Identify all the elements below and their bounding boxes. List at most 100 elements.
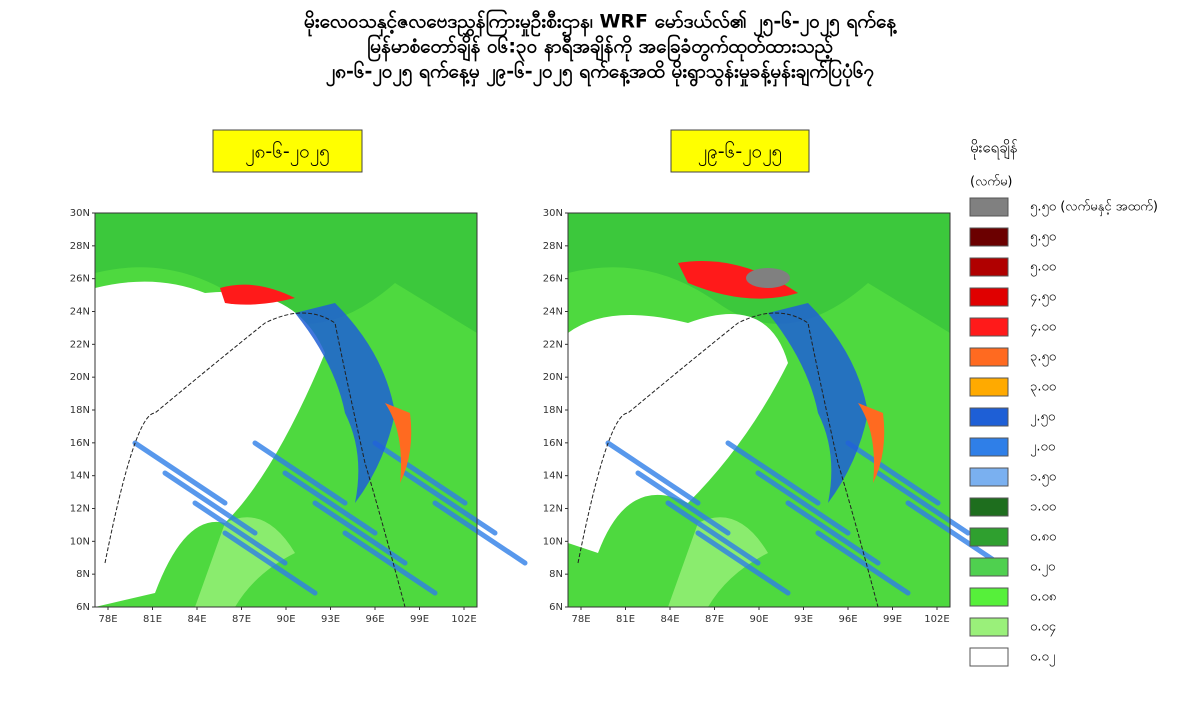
legend-label: ၀.၀၂: [1030, 650, 1055, 667]
map-date: ၂၈-၆-၂၀၂၅: [245, 140, 330, 167]
lon-label: 78E: [98, 614, 117, 625]
lat-label: 28N: [70, 241, 90, 252]
lon-label: 87E: [705, 614, 724, 625]
legend-swatch: [969, 377, 1009, 397]
lat-label: 18N: [543, 405, 563, 416]
rain-band: [282, 470, 378, 536]
map-date: ၂၉-၆-၂၀၂၅: [698, 140, 782, 167]
coastline: [577, 312, 879, 608]
legend-swatch: [969, 527, 1009, 547]
heavy-rain: [385, 403, 412, 483]
dry-area: [195, 517, 295, 607]
heavy-rain: [678, 261, 798, 299]
legend-swatch: [969, 647, 1009, 667]
rain-band: [875, 470, 971, 536]
rain-band: [402, 470, 498, 536]
date-box: [670, 129, 810, 173]
rain-band: [755, 470, 851, 536]
rain-band: [342, 530, 438, 596]
lon-label: 99E: [883, 614, 902, 625]
lon-label: 84E: [660, 614, 679, 625]
rain-band: [372, 440, 468, 506]
lat-label: 24N: [70, 307, 90, 318]
legend-label: ၅.၅၀: [1030, 230, 1056, 247]
dry-area: [568, 314, 788, 553]
lat-label: 16N: [70, 438, 90, 449]
title-line: မြန်မာစံတော်ချိန် ၀၆:၃၀ နာရီအချိန်ကို အခ…: [367, 33, 833, 63]
legend-swatch: [969, 227, 1009, 247]
lon-label: 93E: [321, 614, 340, 625]
lat-label: 12N: [70, 504, 90, 515]
dry-area: [668, 517, 768, 607]
lon-label: 96E: [365, 614, 384, 625]
rain-band: [845, 440, 941, 506]
extreme-rain: [746, 268, 790, 288]
rain-band: [605, 440, 701, 506]
lat-label: 10N: [70, 536, 90, 547]
lat-label: 10N: [543, 536, 563, 547]
rain-band: [815, 530, 911, 596]
legend-swatch: [969, 467, 1009, 487]
legend-swatch: [969, 587, 1009, 607]
legend-label: ၀.၂၀: [1030, 560, 1055, 577]
lat-label: 20N: [543, 372, 563, 383]
coastline: [104, 312, 406, 608]
lon-label: 99E: [410, 614, 429, 625]
lon-label: 81E: [616, 614, 635, 625]
lat-label: 22N: [70, 339, 90, 350]
rain-band: [905, 500, 1001, 566]
lon-label: 102E: [451, 614, 476, 625]
legend-swatch: [969, 317, 1009, 337]
lat-label: 6N: [76, 602, 90, 613]
legend-label: ၀.၀၈: [1030, 590, 1056, 605]
map: [567, 212, 1001, 608]
lon-label: 78E: [571, 614, 590, 625]
legend-title: မိုးရေချိန်: [970, 139, 1018, 160]
map: [94, 212, 528, 608]
coast-band: [768, 303, 868, 503]
legend-label: ၄.၀၀: [1030, 320, 1056, 337]
legend-swatch: [969, 407, 1009, 427]
lat-label: 30N: [70, 208, 90, 219]
legend-label: ၁.၀၀: [1030, 500, 1056, 515]
heavy-rain: [220, 284, 295, 305]
rain-band: [665, 500, 761, 566]
lat-label: 18N: [70, 405, 90, 416]
coast-band: [295, 303, 395, 503]
legend-label: ၁.၅၀: [1030, 470, 1056, 487]
lat-label: 6N: [549, 602, 563, 613]
lat-label: 14N: [70, 471, 90, 482]
rain-band: [192, 500, 288, 566]
lon-label: 90E: [749, 614, 768, 625]
rain-band: [162, 470, 258, 536]
date-box: [212, 129, 363, 173]
lon-label: 93E: [794, 614, 813, 625]
lon-label: 81E: [143, 614, 162, 625]
lon-label: 84E: [187, 614, 206, 625]
rain-band: [635, 470, 731, 536]
legend-label: ၀.၀၄: [1030, 620, 1057, 637]
rain-band: [222, 530, 318, 596]
lat-label: 20N: [70, 372, 90, 383]
legend-swatch: [969, 197, 1009, 217]
lat-label: 8N: [549, 569, 563, 580]
rain-band: [725, 440, 821, 506]
lat-label: 28N: [543, 241, 563, 252]
legend-swatch: [969, 497, 1009, 517]
lat-label: 16N: [543, 438, 563, 449]
legend-label: ၅.၅၀ (လက်မနှင့် အထက်): [1030, 199, 1158, 217]
lon-label: 102E: [924, 614, 949, 625]
lat-label: 8N: [76, 569, 90, 580]
legend-swatch: [969, 617, 1009, 637]
lon-label: 87E: [232, 614, 251, 625]
legend-swatch: [969, 347, 1009, 367]
lat-label: 22N: [543, 339, 563, 350]
heavy-rain: [858, 403, 885, 483]
legend-label: ၄.၅၀: [1030, 290, 1056, 307]
legend-label: ၂.၀၀: [1030, 440, 1055, 457]
rain-band: [695, 530, 791, 596]
legend-label: ၃.၀၀: [1030, 380, 1056, 397]
legend-unit: (လက်မ): [970, 174, 1012, 190]
